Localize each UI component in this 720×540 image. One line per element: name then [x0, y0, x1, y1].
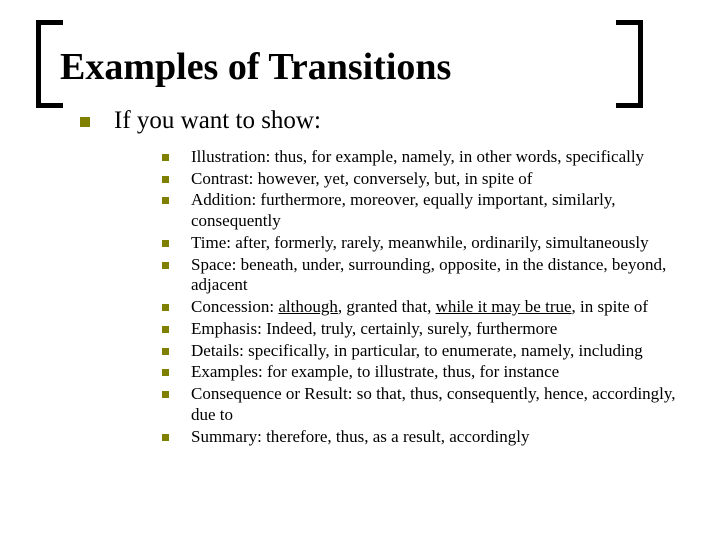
list-item-text: Examples: for example, to illustrate, th… — [191, 362, 559, 383]
square-bullet-icon — [162, 176, 169, 183]
square-bullet-icon — [162, 369, 169, 376]
list-item-text: Time: after, formerly, rarely, meanwhile… — [191, 233, 649, 254]
list-item-text: Addition: furthermore, moreover, equally… — [191, 190, 680, 231]
list-item: Examples: for example, to illustrate, th… — [162, 362, 680, 383]
slide: Examples of Transitions If you want to s… — [0, 0, 720, 540]
list-item-text: Details: specifically, in particular, to… — [191, 341, 643, 362]
list-item: Illustration: thus, for example, namely,… — [162, 147, 680, 168]
square-bullet-icon — [162, 304, 169, 311]
level2-list: Illustration: thus, for example, namely,… — [162, 147, 680, 447]
list-item: Summary: therefore, thus, as a result, a… — [162, 427, 680, 448]
square-bullet-icon — [162, 154, 169, 161]
square-bullet-icon — [80, 117, 90, 127]
list-item-text: Consequence or Result: so that, thus, co… — [191, 384, 680, 425]
list-item: Space: beneath, under, surrounding, oppo… — [162, 255, 680, 296]
list-item: Emphasis: Indeed, truly, certainly, sure… — [162, 319, 680, 340]
list-item: Time: after, formerly, rarely, meanwhile… — [162, 233, 680, 254]
list-item: Contrast: however, yet, conversely, but,… — [162, 169, 680, 190]
level1-text: If you want to show: — [114, 107, 321, 135]
title-bracket-left — [36, 20, 63, 108]
square-bullet-icon — [162, 391, 169, 398]
list-item-text: Space: beneath, under, surrounding, oppo… — [191, 255, 680, 296]
list-item-text: Contrast: however, yet, conversely, but,… — [191, 169, 532, 190]
square-bullet-icon — [162, 326, 169, 333]
slide-title: Examples of Transitions — [60, 45, 680, 89]
square-bullet-icon — [162, 262, 169, 269]
list-item: Concession: although, granted that, whil… — [162, 297, 680, 318]
list-item-text: Summary: therefore, thus, as a result, a… — [191, 427, 529, 448]
list-item: Consequence or Result: so that, thus, co… — [162, 384, 680, 425]
square-bullet-icon — [162, 197, 169, 204]
square-bullet-icon — [162, 434, 169, 441]
list-item: Addition: furthermore, moreover, equally… — [162, 190, 680, 231]
list-item-text: Illustration: thus, for example, namely,… — [191, 147, 644, 168]
square-bullet-icon — [162, 240, 169, 247]
level1-row: If you want to show: — [80, 107, 680, 135]
list-item-text: Emphasis: Indeed, truly, certainly, sure… — [191, 319, 557, 340]
list-item: Details: specifically, in particular, to… — [162, 341, 680, 362]
list-item-text: Concession: although, granted that, whil… — [191, 297, 648, 318]
square-bullet-icon — [162, 348, 169, 355]
